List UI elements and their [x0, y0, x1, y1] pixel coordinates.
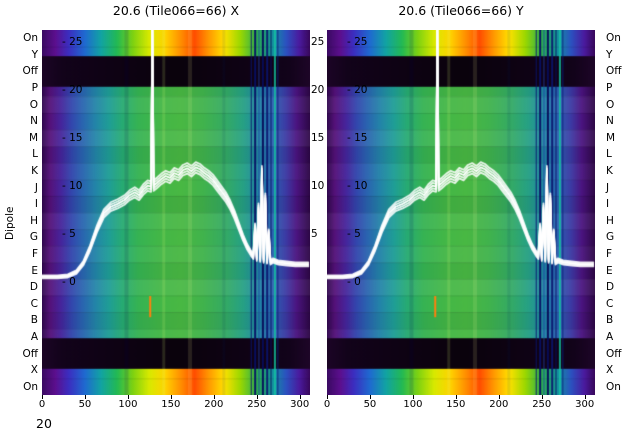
x-tick-mark	[541, 395, 543, 399]
x-tick-label: 150	[446, 399, 466, 410]
dipole-row-label-right: B	[606, 314, 614, 327]
dipole-row-label-left: On	[23, 380, 38, 393]
x-tick-mark	[327, 395, 328, 399]
value-tick-between: 15	[311, 132, 325, 145]
x-tick-mark	[127, 395, 129, 399]
x-tick-mark	[455, 395, 457, 399]
x-tick-mark	[84, 395, 86, 399]
dipole-row-label-left: E	[31, 264, 38, 277]
dipole-row-label-right: On	[606, 380, 621, 393]
dipole-row-label-right: H	[606, 214, 614, 227]
dipole-row-label-left: Y	[31, 48, 38, 61]
dipole-row-label-right: Off	[606, 347, 622, 360]
dipole-row-label-right: D	[606, 281, 615, 294]
dipole-row-label-right: N	[606, 115, 614, 128]
heatmap-x	[42, 30, 310, 395]
x-tick-mark	[584, 395, 586, 399]
cropped-next-title: 20	[36, 416, 52, 431]
x-tick-label: 200	[204, 399, 224, 410]
x-tick-label: 50	[363, 399, 377, 410]
dipole-row-label-right: Off	[606, 65, 622, 78]
plot-title-y: 20.6 (Tile066=66) Y	[398, 3, 524, 18]
x-tick-mark	[498, 395, 500, 399]
dipole-row-label-right: On	[606, 32, 621, 45]
value-tick-left-plot: - 10	[62, 180, 83, 193]
dipole-row-label-left: X	[30, 364, 38, 377]
x-tick-label: 200	[489, 399, 509, 410]
x-tick-label: 300	[575, 399, 595, 410]
x-tick-label: 150	[161, 399, 181, 410]
value-tick-left-plot: - 0	[62, 276, 76, 289]
x-tick-mark	[299, 395, 301, 399]
value-tick-between: 20	[311, 84, 325, 96]
value-tick-right-plot: - 25	[347, 35, 368, 48]
x-tick-mark	[256, 395, 258, 399]
value-tick-right-plot: - 20	[347, 84, 368, 96]
x-tick-mark	[213, 395, 215, 399]
dipole-row-label-left: Off	[22, 65, 39, 78]
dipole-row-label-right: G	[606, 231, 615, 244]
value-tick-left-plot: - 20	[62, 84, 83, 96]
dipole-row-label-left: N	[30, 115, 38, 128]
x-tick-mark	[170, 395, 172, 399]
dipole-row-label-right: K	[606, 165, 613, 178]
x-tick-mark	[369, 395, 371, 399]
x-tick-label: 250	[247, 399, 267, 410]
dipole-row-label-right: X	[606, 364, 614, 377]
x-tick-label: 250	[532, 399, 552, 410]
dipole-row-label-right: E	[606, 264, 613, 277]
dipole-row-label-left: D	[29, 281, 38, 294]
dipole-row-label-left: O	[29, 98, 38, 111]
value-tick-right-plot: - 5	[347, 228, 361, 241]
value-tick-left-plot: - 15	[62, 132, 83, 145]
value-tick-left-plot: - 25	[62, 35, 83, 48]
dipole-row-label-left: H	[30, 214, 38, 227]
x-tick-label: 300	[290, 399, 310, 410]
dipole-row-label-right: J	[606, 181, 610, 194]
value-tick-right-plot: - 15	[347, 132, 368, 145]
value-tick-between: 5	[311, 228, 318, 241]
x-tick-label: 100	[118, 399, 138, 410]
plot-title-x: 20.6 (Tile066=66) X	[112, 3, 240, 18]
dipole-row-label-left: F	[31, 247, 38, 260]
value-tick-between: 10	[311, 180, 325, 193]
x-tick-mark	[42, 395, 43, 399]
dipole-row-label-right: P	[606, 82, 613, 95]
x-tick-label: 0	[323, 399, 331, 410]
dipole-row-label-left: B	[30, 314, 38, 327]
dipole-row-label-left: I	[34, 198, 38, 211]
value-tick-left-plot: - 5	[62, 228, 76, 241]
value-tick-right-plot: - 10	[347, 180, 368, 193]
heatmap-y	[327, 30, 595, 395]
x-tick-label: 50	[78, 399, 92, 410]
dipole-row-label-left: L	[32, 148, 38, 161]
dipole-row-label-right: Y	[606, 48, 613, 61]
dipole-row-label-right: A	[606, 330, 614, 343]
x-tick-label: 0	[38, 399, 46, 410]
dipole-row-label-right: I	[606, 198, 610, 211]
value-tick-between: 25	[311, 35, 325, 48]
dipole-row-label-right: O	[606, 98, 615, 111]
dipole-row-label-left: On	[23, 32, 38, 45]
dipole-row-label-left: Off	[22, 347, 39, 360]
dipole-row-label-right: C	[606, 297, 614, 310]
value-tick-right-plot: - 0	[347, 276, 361, 289]
dipole-row-label-left: P	[31, 82, 38, 95]
dipole-row-label-left: G	[29, 231, 38, 244]
dipole-row-label-left: J	[34, 181, 38, 194]
dipole-row-label-left: A	[30, 330, 38, 343]
x-tick-mark	[412, 395, 414, 399]
dipole-row-label-left: C	[30, 297, 38, 310]
x-tick-label: 100	[403, 399, 423, 410]
dipole-row-label-left: M	[28, 131, 38, 144]
dipole-row-label-right: L	[606, 148, 612, 161]
dipole-row-label-left: K	[31, 165, 38, 178]
dipole-row-label-right: M	[606, 131, 616, 144]
dipole-row-label-right: F	[606, 247, 613, 260]
